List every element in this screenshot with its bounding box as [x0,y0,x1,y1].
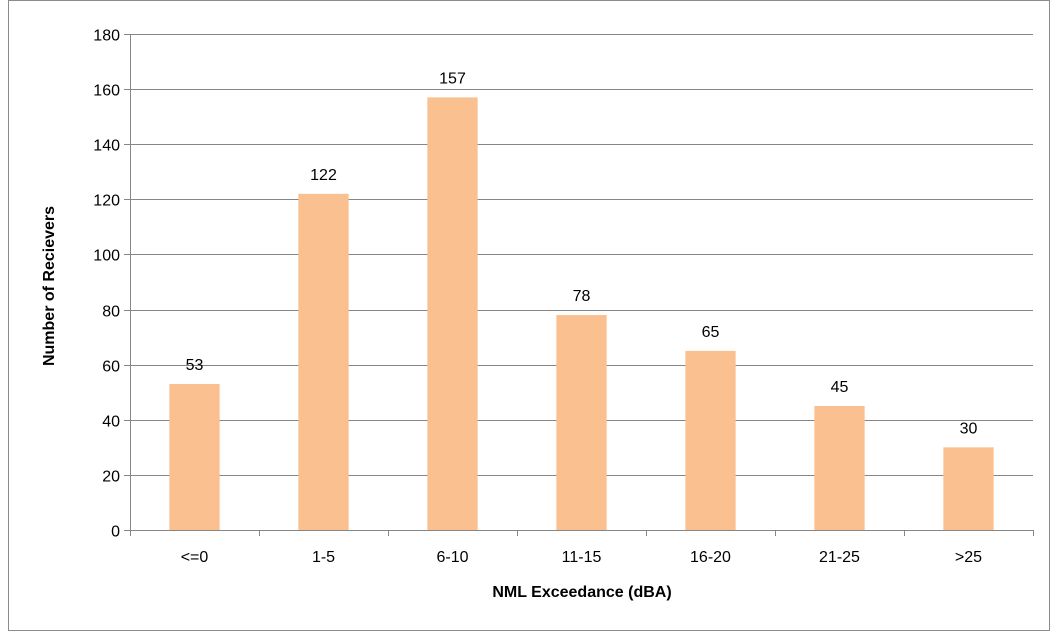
y-tick-label: 40 [102,414,120,431]
bar [685,350,736,530]
y-axis-title: Number of Recievers [41,206,58,366]
labels: 0 20 40 60 80 100 120 140 160 180 53 <=0 122 1-5 157 6-… [93,28,982,567]
x-tick-label: 1-5 [312,549,335,566]
data-label: 30 [960,420,978,437]
x-tick-label: 16-20 [690,549,731,566]
axes [124,34,1034,536]
data-label: 45 [831,379,849,396]
bar [943,447,994,530]
y-tick-label: 80 [102,304,120,321]
y-tick-label: 60 [102,359,120,376]
data-label: 122 [310,167,337,184]
bar [427,97,478,530]
bar [169,383,220,530]
data-label: 65 [702,324,720,341]
x-tick-label: 21-25 [819,549,860,566]
bar [556,315,607,530]
bar [298,193,349,531]
y-tick-label: 120 [93,193,120,210]
bars [169,97,994,531]
y-tick-label: 20 [102,469,120,486]
x-tick-label: 11-15 [562,549,602,566]
data-label: 157 [439,70,466,87]
x-tick-label: >25 [955,549,982,566]
y-tick-label: 140 [93,138,120,155]
y-tick-label: 0 [111,524,120,541]
y-tick-label: 100 [93,248,120,265]
data-label: 78 [573,288,591,305]
x-axis-title: NML Exceedance (dBA) [492,584,671,601]
x-tick-label: 6-10 [436,549,468,566]
y-tick-label: 180 [93,28,120,45]
bar [814,406,865,530]
x-tick-label: <=0 [181,549,209,566]
y-tick-label: 160 [93,83,120,100]
gridlines [130,34,1033,476]
data-label: 53 [186,357,204,374]
